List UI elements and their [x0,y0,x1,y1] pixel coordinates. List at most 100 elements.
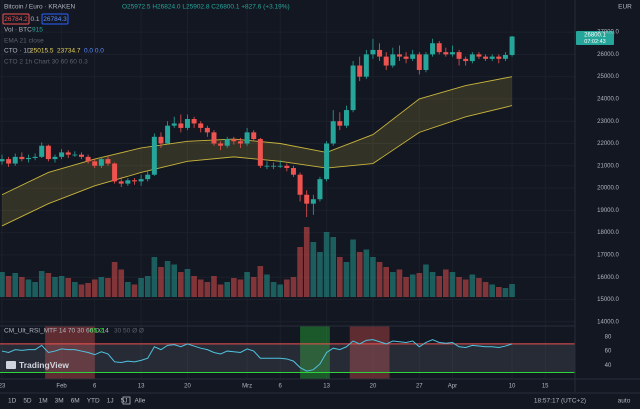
logo[interactable]: TradingView [6,360,69,370]
volume-bar [416,273,423,297]
candle-body [251,132,257,140]
x-tick-label: Apr [448,384,457,390]
candle-body [430,43,436,55]
candle-body [271,165,277,167]
volume-bar [178,272,184,297]
candle-body [118,181,124,184]
volume-bar [290,277,297,297]
countdown: 07:02:43 [584,39,605,45]
y-tick-label: 16000.0 [597,275,619,281]
candle-body [264,165,270,167]
range-button[interactable]: 6M [71,398,80,405]
volume-bar [502,288,509,297]
candle-body [350,65,356,111]
volume-bar [383,267,390,297]
candle-body [204,127,210,133]
candle-body [304,194,310,204]
candle-body [218,143,224,146]
volume-bar [231,278,237,297]
x-tick-label: Mrz [242,384,252,390]
volume-bar [125,282,131,297]
candle-body [191,118,197,124]
volume-bar [244,272,250,297]
volume-last: 915 [32,27,43,34]
candle-body [112,163,118,182]
volume-bar [303,227,310,297]
calendar-icon[interactable] [122,396,131,405]
sell-button[interactable] [2,13,30,25]
range-button[interactable]: 1J [107,398,114,405]
range-button[interactable]: 5D [23,398,32,405]
candle-body [32,156,38,158]
volume-bar [72,282,78,297]
candle-body [165,125,171,144]
candle-body [489,56,495,59]
range-button[interactable]: 1M [39,398,48,405]
candle-body [65,152,71,155]
volume-bar [423,264,429,297]
volume-bar [462,279,469,297]
candle-body [45,145,51,160]
candle-body [456,52,462,59]
range-button[interactable]: YTD [87,398,100,405]
volume-bar [337,257,343,297]
volume-bar [409,274,416,297]
volume-bar [264,274,270,297]
volume-bar [191,276,197,297]
volume-bar [211,276,217,297]
y-tick-label: 17000.0 [597,252,619,258]
volume-bar [78,284,85,297]
volume-bar [363,249,370,297]
candle-body [145,174,151,180]
candle-body [78,154,84,157]
band-line [1,105,513,227]
candle-body [337,121,343,126]
candle-body [25,157,31,160]
y-tick-label: 26000.0 [597,52,619,58]
volume-bar [144,276,151,297]
y-tick-label: 24000.0 [597,97,619,103]
candle-body [151,136,157,175]
candle-body [237,141,243,144]
rsi-range-fill [0,343,575,373]
volume-bar [237,279,244,297]
volume-bar [118,269,125,297]
volume-bar [350,239,356,297]
y-tick-label: 20000.0 [597,186,619,192]
buy-button[interactable] [41,13,69,25]
candle-body [324,143,330,180]
scale-mode[interactable]: auto [618,398,631,405]
x-tick-label: 6 [279,384,283,390]
bid-price[interactable]: 26784.2 [4,16,28,23]
volume-bar [323,232,330,297]
volume-bar [343,262,350,297]
volume-bar [284,279,290,297]
volume-bar [151,257,158,297]
volume-bar [489,284,495,297]
rsi-flags: 65 Ø [90,328,104,335]
candle-body [211,132,217,144]
y-tick-label: 21000.0 [597,163,619,169]
candle-body [224,139,230,146]
candle-body [19,156,25,160]
symbol-title: Bitcoin / Euro · KRAKEN [4,4,75,11]
rsi-zone [349,326,390,379]
volume-bar [317,252,323,297]
ask-price[interactable]: 26784.3 [43,16,67,23]
range-button[interactable]: 1D [8,398,17,405]
candle-body [72,154,78,156]
logo-text: TradingView [19,360,69,370]
candle-body [105,159,111,164]
volume-bar [138,278,144,297]
range-button[interactable]: 5J [121,398,128,405]
candle-body [330,121,336,144]
candle-body [158,136,164,144]
volume-bar [12,273,19,297]
currency[interactable]: EUR [618,4,632,11]
volume-bar [257,266,264,297]
range-button[interactable]: Alle [134,398,145,405]
range-button[interactable]: 3M [55,398,64,405]
volume-bar [5,276,12,297]
candle-body [39,145,45,157]
range-toolbar: 1D 5D 1M 3M 6M YTD 1J 5J Alle [8,398,146,405]
